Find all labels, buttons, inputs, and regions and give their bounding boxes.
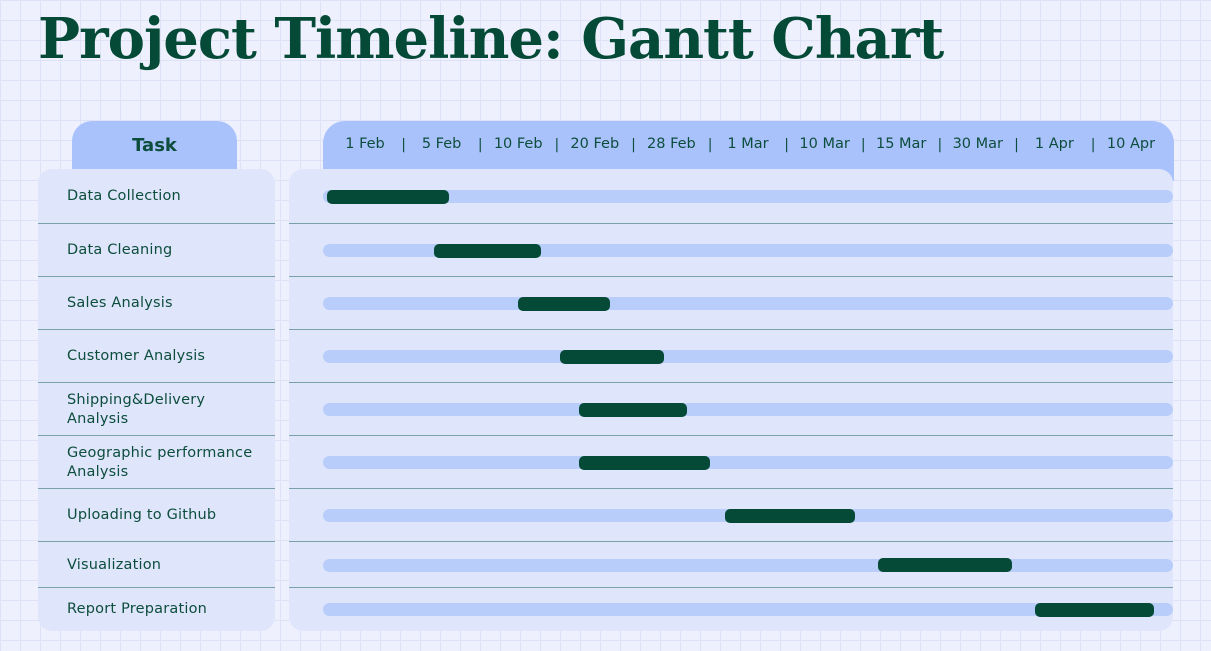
timeline-tick-label: 15 Mar [875,136,927,152]
gantt-bar [433,243,542,258]
timeline-tick-label: 20 Feb [570,136,620,152]
row-divider [38,587,275,588]
task-label: Sales Analysis [67,295,173,311]
timeline-tick-label: 10 Apr [1106,136,1156,152]
page-title: Project Timeline: Gantt Chart [38,6,944,72]
row-divider [289,488,1173,489]
row-divider [289,382,1173,383]
gantt-track [322,403,1173,416]
row-divider [38,541,275,542]
timeline-tick-label: 30 Mar [952,136,1004,152]
gantt-chart-panel [289,169,1173,631]
tick-separator: | [937,137,943,153]
tick-separator: | [554,137,560,153]
row-divider [38,488,275,489]
task-label: Data Collection [67,188,181,204]
task-list-panel: Data Collection Data Cleaning Sales Analys… [38,169,275,631]
task-label: Report Preparation [67,601,208,617]
task-column-header: Task [72,121,237,170]
gantt-track [322,603,1173,616]
row-divider [38,223,275,224]
row-divider [289,276,1173,277]
row-divider [289,329,1173,330]
row-divider [38,276,275,277]
gantt-bar [725,508,856,523]
gantt-bar [579,455,710,470]
timeline-tick-label: 10 Mar [799,136,850,152]
row-divider [38,382,275,383]
gantt-bar [1035,602,1154,617]
gantt-bar [579,402,687,417]
gantt-track [322,297,1173,310]
task-label: Uploading to Github [67,507,217,523]
task-label: Data Cleaning [67,242,173,258]
task-label: Customer Analysis [67,348,206,364]
gantt-track [322,558,1173,572]
tick-separator: | [1014,137,1019,153]
gantt-track [322,190,1173,203]
tick-separator: | [477,137,483,153]
tick-separator: | [860,137,866,153]
task-label: Shipping&Delivery Analysis [67,391,206,427]
gantt-track [322,456,1173,469]
row-divider [289,587,1173,588]
timeline-tick-label: 28 Feb [647,136,696,152]
row-divider [38,329,275,330]
tick-separator: | [631,137,636,153]
row-divider [289,541,1173,542]
task-label: Geographic performance Analysis [67,444,253,480]
gantt-track [322,350,1173,363]
gantt-bar [560,349,664,364]
task-label: Visualization [67,556,162,573]
gantt-bar [518,296,611,311]
timeline-tick-label: 1 Apr [1034,136,1074,152]
gantt-bar [878,558,1013,572]
tick-separator: | [1090,137,1096,153]
row-divider [289,223,1173,224]
timeline-tick-label: 10 Feb [493,136,543,152]
row-divider [38,435,275,436]
tick-separator: | [401,137,407,153]
gantt-bar [326,189,450,204]
timeline-tick-label: 5 Feb [421,136,462,152]
row-divider [289,435,1173,436]
timeline-tick-label: 1 Feb [345,136,385,152]
tick-separator: | [784,137,790,153]
timeline-tick-label: 1 Mar [727,136,769,152]
tick-separator: | [707,137,713,153]
